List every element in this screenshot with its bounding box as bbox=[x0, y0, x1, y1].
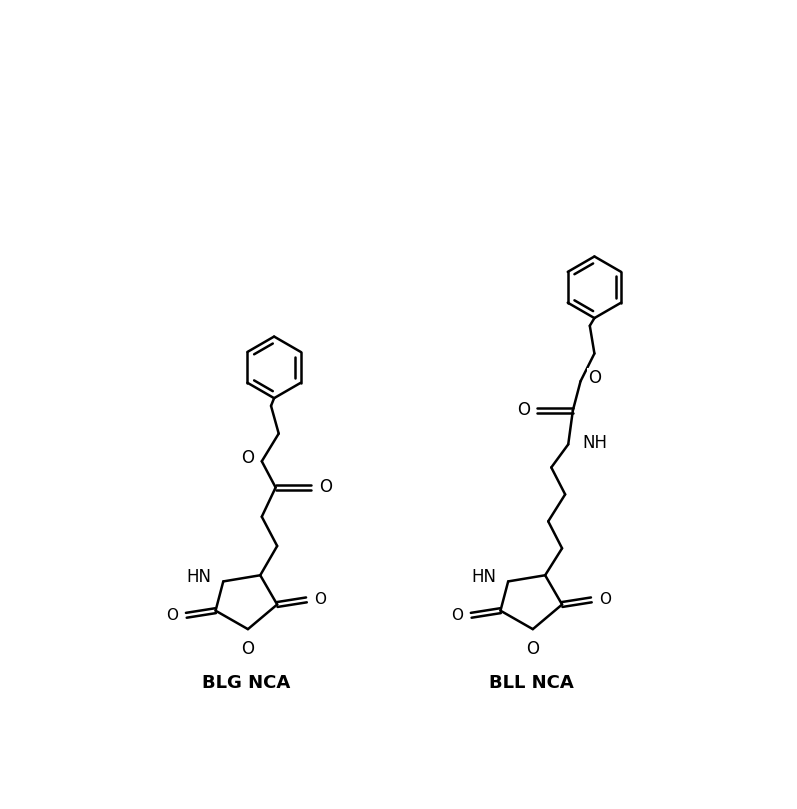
Text: O: O bbox=[452, 608, 464, 623]
Text: O: O bbox=[516, 401, 530, 420]
Text: O: O bbox=[599, 592, 611, 608]
Text: O: O bbox=[526, 640, 540, 658]
Text: O: O bbox=[241, 449, 254, 468]
Text: HN: HN bbox=[472, 568, 497, 586]
Text: O: O bbox=[167, 608, 179, 623]
Text: O: O bbox=[319, 478, 332, 497]
Text: O: O bbox=[241, 640, 254, 658]
Text: HN: HN bbox=[186, 568, 212, 586]
Text: BLG NCA: BLG NCA bbox=[202, 674, 290, 692]
Text: O: O bbox=[588, 369, 601, 388]
Text: BLL NCA: BLL NCA bbox=[489, 674, 574, 692]
Text: NH: NH bbox=[582, 434, 607, 451]
Text: O: O bbox=[314, 592, 326, 608]
